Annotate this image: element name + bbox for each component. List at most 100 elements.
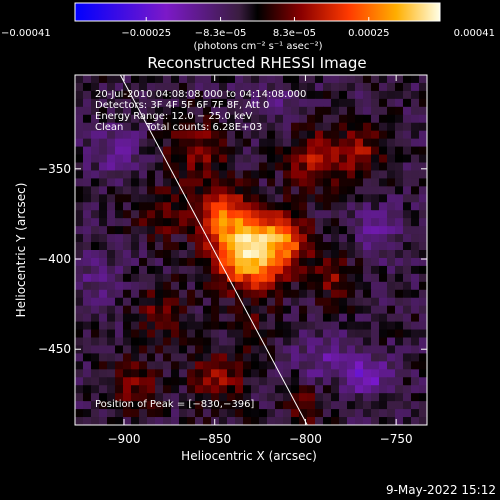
heatmap-cell (323, 297, 332, 307)
heatmap-cell (203, 90, 212, 100)
heatmap-cell (219, 82, 228, 92)
heatmap-cell (179, 170, 188, 179)
heatmap-cell (379, 114, 388, 124)
heatmap-cell (211, 361, 220, 370)
heatmap-cell (91, 154, 100, 164)
heatmap-cell (131, 146, 140, 156)
heatmap-cell (99, 329, 108, 339)
heatmap-cell (131, 250, 140, 259)
heatmap-cell (371, 305, 380, 315)
heatmap-cell (403, 194, 412, 203)
heatmap-cell (347, 409, 356, 418)
heatmap-cell (91, 337, 100, 347)
heatmap-cell (411, 409, 420, 418)
heatmap-cell (187, 289, 196, 299)
heatmap-cell (299, 409, 308, 418)
heatmap-cell (387, 82, 396, 92)
heatmap-cell (171, 210, 180, 219)
heatmap-cell (139, 353, 148, 362)
heatmap-cell (371, 234, 380, 243)
heatmap-cell (259, 409, 268, 418)
heatmap-cell (131, 75, 140, 84)
heatmap-cell (155, 75, 164, 84)
heatmap-cell (107, 289, 116, 299)
heatmap-cell (363, 401, 372, 410)
heatmap-cell (227, 114, 236, 124)
heatmap-cell (299, 393, 308, 402)
heatmap-cell (211, 297, 220, 307)
heatmap-cell (219, 186, 228, 195)
heatmap-cell (131, 265, 140, 275)
heatmap-cell (219, 170, 228, 179)
heatmap-cell (243, 257, 252, 267)
heatmap-cell (155, 313, 164, 323)
heatmap-cell (395, 202, 404, 211)
heatmap-cell (115, 281, 124, 291)
heatmap-cell (403, 377, 412, 386)
heatmap-cell (243, 353, 252, 362)
heatmap-cell (331, 210, 340, 219)
heatmap-cell (419, 226, 427, 235)
heatmap-cell (379, 417, 388, 425)
heatmap-cell (267, 202, 276, 211)
heatmap-cell (99, 273, 108, 283)
heatmap-cell (107, 313, 116, 323)
heatmap-cell (283, 114, 292, 124)
colorbar: −0.00041 −0.00025 −8.3e−05 8.3e−05 0.00025 0.… (1, 2, 495, 52)
heatmap-cell (315, 114, 324, 124)
heatmap-cell (115, 186, 124, 195)
heatmap-cell (219, 409, 228, 418)
heatmap-cell (187, 242, 196, 251)
heatmap-cell (259, 401, 268, 410)
heatmap-cell (379, 154, 388, 164)
heatmap-cell (139, 369, 148, 378)
heatmap-cell (347, 114, 356, 124)
heatmap-cell (139, 138, 148, 148)
heatmap-cell (203, 257, 212, 267)
heatmap-cell (371, 385, 380, 394)
heatmap-cell (275, 273, 284, 283)
heatmap-cell (83, 146, 92, 156)
heatmap-cell (259, 329, 268, 339)
heatmap-cell (235, 273, 244, 283)
heatmap-cell (195, 305, 204, 315)
heatmap-cell (163, 265, 172, 275)
heatmap-cell (147, 186, 156, 195)
heatmap-cell (411, 82, 420, 92)
heatmap-cell (275, 305, 284, 315)
heatmap-cell (299, 114, 308, 124)
heatmap-cell (219, 273, 228, 283)
heatmap-cell (307, 281, 316, 291)
heatmap-cell (283, 242, 292, 251)
heatmap-cell (99, 281, 108, 291)
heatmap-cell (83, 273, 92, 283)
heatmap-cell (363, 321, 372, 331)
heatmap-cell (323, 122, 332, 132)
heatmap-cell (211, 146, 220, 156)
heatmap-cell (339, 257, 348, 267)
heatmap-cell (315, 409, 324, 418)
heatmap-cell (387, 393, 396, 402)
heatmap-cell (419, 409, 427, 418)
heatmap-cell (163, 75, 172, 84)
heatmap-cell (99, 409, 108, 418)
heatmap-cell (323, 337, 332, 347)
heatmap-cell (379, 345, 388, 354)
heatmap-cell (107, 178, 116, 187)
heatmap-cell (403, 154, 412, 164)
heatmap-cell (251, 130, 260, 140)
heatmap-cell (347, 401, 356, 410)
heatmap-cell (347, 289, 356, 299)
heatmap-cell (267, 361, 276, 370)
heatmap-cell (219, 361, 228, 370)
heatmap-cell (235, 345, 244, 354)
heatmap-cell (163, 186, 172, 195)
heatmap-cell (323, 210, 332, 219)
heatmap-cell (299, 321, 308, 331)
heatmap-cell (267, 313, 276, 323)
heatmap-cell (363, 369, 372, 378)
heatmap-cell (379, 75, 388, 84)
heatmap-cell (299, 210, 308, 219)
heatmap-cell (115, 170, 124, 179)
heatmap-cell (147, 401, 156, 410)
